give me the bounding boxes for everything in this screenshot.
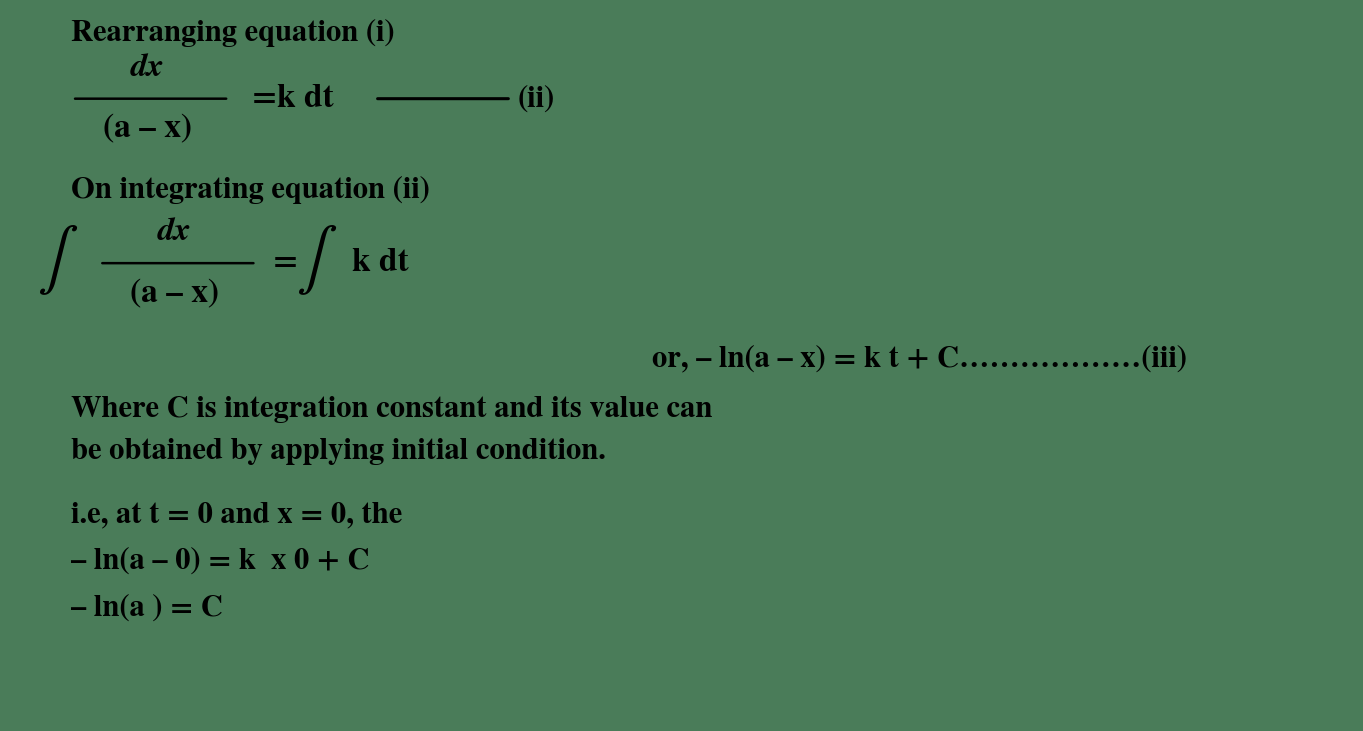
Text: – ln(a – 0) = k₁ x 0 + C: – ln(a – 0) = k₁ x 0 + C (71, 548, 369, 575)
Text: dx: dx (131, 53, 164, 83)
Text: ∫: ∫ (297, 224, 326, 295)
Text: dx: dx (158, 218, 191, 247)
Text: Where C is integration constant and its value can: Where C is integration constant and its … (71, 396, 713, 423)
Text: =k₁dt: =k₁dt (252, 83, 334, 114)
Text: – ln(a ) = C: – ln(a ) = C (71, 594, 222, 622)
Text: k₁dt: k₁dt (352, 248, 409, 279)
Text: (a – x): (a – x) (102, 114, 192, 145)
Text: =: = (273, 248, 297, 279)
Text: Rearranging equation (i): Rearranging equation (i) (71, 19, 394, 47)
Text: (a – x): (a – x) (129, 279, 219, 309)
Text: be obtained by applying initial condition.: be obtained by applying initial conditio… (71, 438, 605, 464)
Text: i.e, at t = 0 and x = 0, the: i.e, at t = 0 and x = 0, the (71, 502, 402, 529)
Text: or, – ln(a – x) = k₁t + C………………(iii): or, – ln(a – x) = k₁t + C………………(iii) (652, 344, 1187, 372)
Text: On integrating equation (ii): On integrating equation (ii) (71, 176, 429, 204)
Text: ∫: ∫ (38, 224, 67, 295)
Text: (ii): (ii) (518, 85, 555, 113)
